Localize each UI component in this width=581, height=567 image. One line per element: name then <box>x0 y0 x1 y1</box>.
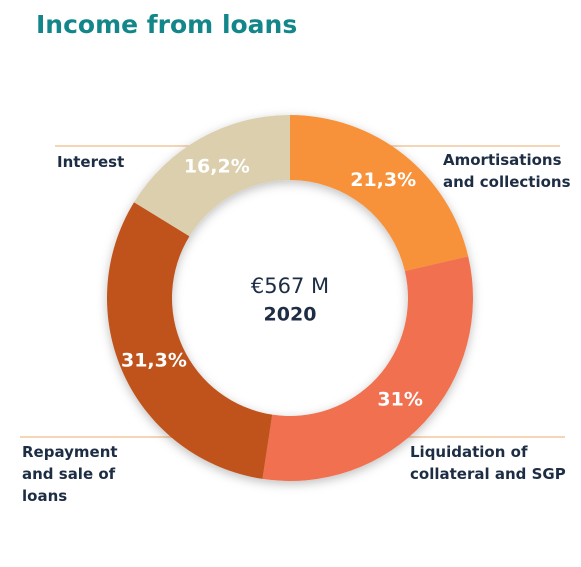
donut-segment <box>134 115 290 237</box>
center-subtext: 2020 <box>264 304 317 326</box>
category-label: Repayment and sale of loans <box>22 443 118 505</box>
donut-segment <box>262 256 473 481</box>
value-label: 21,3% <box>350 169 416 191</box>
value-label: 31% <box>377 388 422 410</box>
value-label: 31,3% <box>121 350 187 372</box>
category-label: Amortisations and collections <box>443 151 571 191</box>
center-text: €567 M <box>251 274 329 298</box>
value-label: 16,2% <box>184 156 250 178</box>
chart-title: Income from loans <box>36 10 298 39</box>
donut-segment <box>107 202 273 479</box>
category-label: Liquidation of collateral and SGP <box>410 443 566 483</box>
category-label: Interest <box>57 153 125 171</box>
donut-segment <box>290 115 469 272</box>
donut <box>107 115 473 481</box>
